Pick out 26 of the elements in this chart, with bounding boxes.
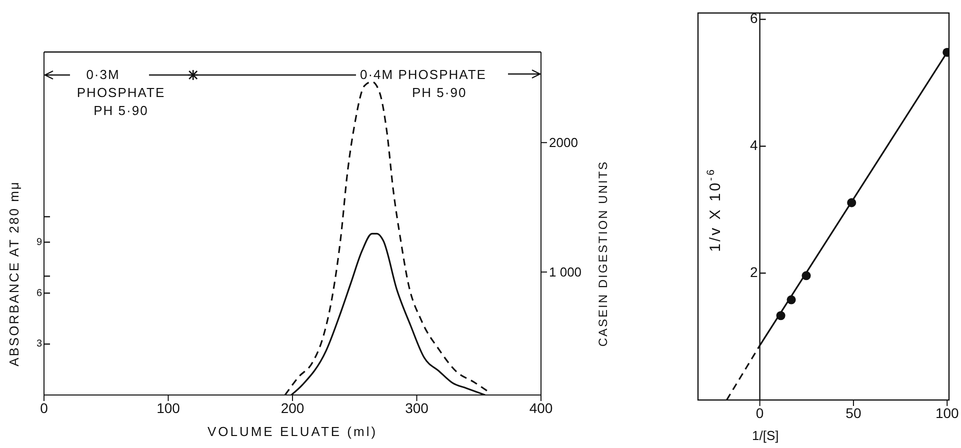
y-tick-label: 6 bbox=[36, 288, 42, 299]
y2-tick-label: 1 000 bbox=[549, 264, 582, 280]
x-axis-title: 1/[S] bbox=[752, 428, 779, 443]
x-tick-label: 0 bbox=[756, 404, 764, 421]
y2-tick-label: 2000 bbox=[549, 135, 578, 150]
y2-axis-title: CASEIN DIGESTION UNITS bbox=[596, 160, 610, 347]
x-tick-label: 400 bbox=[529, 400, 553, 416]
point bbox=[776, 311, 786, 320]
x-tick-label: 50 bbox=[846, 404, 862, 421]
x-tick-label: 100 bbox=[935, 404, 960, 421]
x-tick-label: 100 bbox=[156, 400, 180, 416]
point bbox=[802, 271, 811, 280]
y-tick-label: 2 bbox=[750, 264, 758, 280]
x-axis-title: VOLUME ELUATE (ml) bbox=[207, 424, 378, 439]
point bbox=[847, 198, 856, 208]
y-tick-label: 6 bbox=[750, 10, 758, 26]
x-tick-label: 300 bbox=[405, 400, 429, 416]
point bbox=[786, 295, 796, 304]
y-tick-label: 3 bbox=[36, 338, 42, 350]
annotation: 0·3M PHOSPHATE PH 5·90 bbox=[76, 67, 166, 118]
x-tick-label: 200 bbox=[280, 400, 304, 416]
y-tick-label: 4 bbox=[750, 136, 758, 153]
y-axis-title: ABSORBANCE AT 280 mμ bbox=[6, 180, 22, 366]
annotation: 0·4M PHOSPHATE PH 5·90 bbox=[360, 67, 486, 100]
x-tick-label: 0 bbox=[40, 400, 48, 416]
y-tick-label: 9 bbox=[36, 236, 42, 248]
